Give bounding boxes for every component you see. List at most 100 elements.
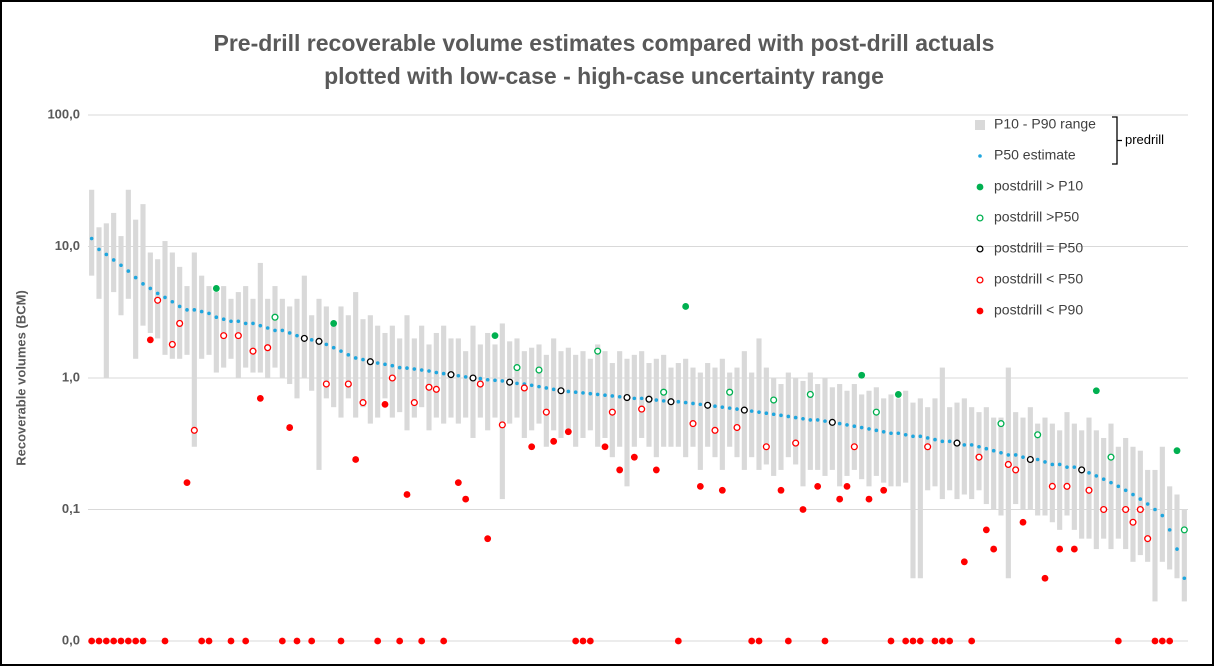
- postdrill-dot: [95, 637, 103, 645]
- legend-swatch: [978, 154, 982, 158]
- postdrill-dot: [110, 637, 118, 645]
- p50-dot: [1006, 453, 1011, 457]
- annotation: predrill: [1125, 132, 1164, 147]
- postdrill-dot: [227, 637, 235, 645]
- p50-dot: [1131, 492, 1135, 497]
- p50-dot: [940, 439, 945, 444]
- p50-dot: [962, 443, 967, 447]
- p50-dot: [427, 369, 431, 373]
- range-bar: [404, 315, 410, 431]
- p50-dot: [639, 396, 644, 401]
- p50-dot: [1116, 484, 1121, 489]
- p50-dot: [1057, 462, 1062, 467]
- postdrill-dot: [1070, 545, 1078, 553]
- p50-dot: [1175, 547, 1179, 551]
- postdrill-dot: [652, 466, 660, 474]
- p50-dot: [1065, 465, 1069, 469]
- postdrill-dot: [161, 637, 169, 645]
- p50-dot: [610, 394, 615, 398]
- postdrill-ring: [432, 385, 440, 393]
- range-bar: [111, 212, 117, 293]
- p50-dot: [1109, 480, 1113, 485]
- range-bar: [301, 275, 307, 378]
- p50-dot: [632, 396, 637, 401]
- p50-dot: [1145, 502, 1150, 506]
- range-bar: [272, 286, 278, 368]
- postdrill-dot: [601, 443, 609, 451]
- postdrill-dot: [718, 486, 726, 494]
- range-bar: [169, 252, 175, 359]
- postdrill-ring: [806, 390, 814, 398]
- range-bar: [1071, 423, 1077, 530]
- p50-dot: [119, 263, 123, 268]
- range-bar: [309, 315, 315, 391]
- range-bar: [89, 189, 95, 276]
- range-bar: [947, 407, 953, 491]
- postdrill-dot: [352, 456, 360, 463]
- postdrill-ring: [770, 396, 778, 404]
- postdrill-dot: [1041, 574, 1049, 582]
- range-bar: [367, 315, 373, 424]
- p50-dot: [463, 375, 468, 379]
- y-tick-label: 1,0: [62, 369, 80, 384]
- p50-dot: [815, 418, 820, 422]
- postdrill-dot: [1114, 637, 1122, 645]
- range-bar: [499, 323, 505, 500]
- range-bar: [287, 306, 293, 385]
- postdrill-dot: [528, 443, 536, 451]
- postdrill-dot: [337, 637, 345, 645]
- range-bar: [895, 398, 901, 487]
- p50-dot: [1035, 457, 1040, 462]
- range-bar: [712, 367, 718, 458]
- p50-dot: [617, 394, 622, 399]
- range-bar: [1137, 450, 1143, 556]
- range-bar: [103, 223, 109, 378]
- range-bar: [690, 367, 696, 447]
- range-bar: [668, 367, 674, 447]
- range-bar: [631, 354, 637, 447]
- postdrill-ring: [740, 406, 748, 414]
- p50-dot: [1087, 471, 1091, 475]
- postdrill-ring: [660, 388, 668, 396]
- p50-dot: [661, 399, 666, 403]
- range-bar: [543, 354, 549, 447]
- range-bar: [763, 367, 769, 465]
- postdrill-dot: [990, 545, 998, 553]
- range-bar: [206, 286, 212, 355]
- p50-dot: [361, 357, 365, 362]
- range-bar: [954, 402, 960, 500]
- postdrill-ring: [366, 358, 374, 366]
- postdrill-dot: [330, 320, 338, 327]
- legend-label: postdrill >P50: [994, 209, 1079, 225]
- range-bar: [345, 315, 351, 399]
- p50-dot: [177, 304, 182, 309]
- postdrill-ring: [300, 334, 308, 342]
- p50-dot: [324, 342, 329, 347]
- postdrill-ring: [344, 380, 352, 388]
- p50-dot: [265, 326, 270, 330]
- p50-dot: [896, 431, 901, 436]
- range-bar: [360, 319, 366, 408]
- range-bar: [617, 351, 623, 447]
- postdrill-ring: [190, 426, 198, 434]
- range-bar: [397, 338, 403, 413]
- p50-dot: [837, 421, 842, 426]
- postdrill-dot: [1151, 637, 1159, 645]
- range-bar: [683, 358, 689, 458]
- postdrill-dot: [212, 285, 220, 292]
- postdrill-dot: [132, 637, 140, 645]
- chart-title: Pre-drill recoverable volume estimates c…: [214, 30, 995, 56]
- p50-dot: [1138, 497, 1143, 501]
- range-bar: [1020, 417, 1026, 510]
- p50-dot: [749, 409, 754, 413]
- range-bar: [125, 189, 131, 299]
- postdrill-dot: [381, 400, 389, 408]
- p50-dot: [595, 392, 600, 397]
- postdrill-ring: [924, 443, 932, 451]
- range-bar: [221, 286, 227, 368]
- postdrill-ring: [1004, 460, 1012, 469]
- p50-dot: [603, 393, 607, 397]
- range-bar: [1101, 437, 1107, 539]
- range-bar: [734, 367, 740, 458]
- postdrill-ring: [359, 399, 367, 407]
